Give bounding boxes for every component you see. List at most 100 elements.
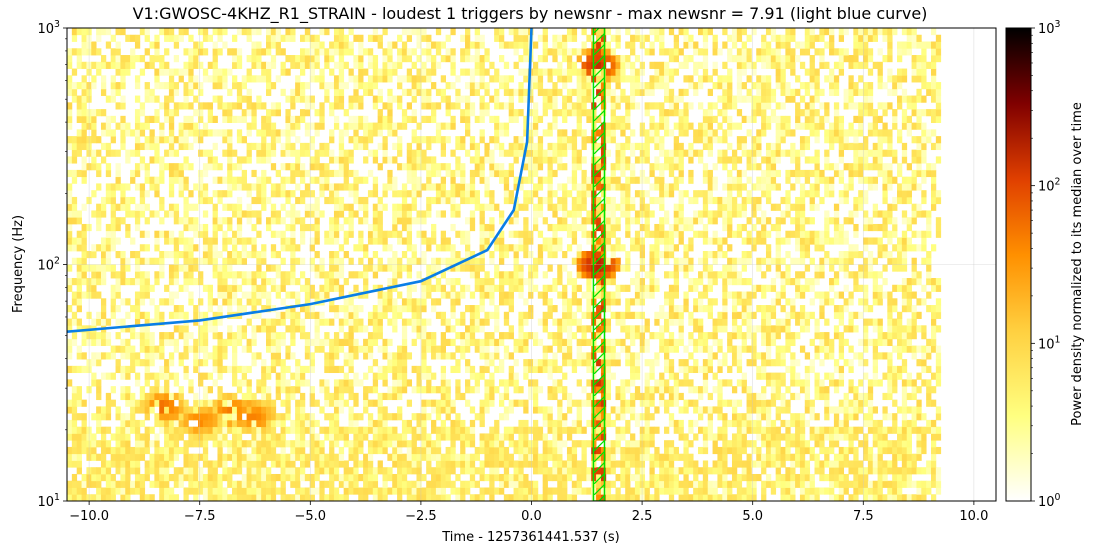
spectrogram-cell <box>921 487 927 495</box>
spectrogram-cell <box>838 230 845 238</box>
spectrogram-cell <box>309 359 315 367</box>
spectrogram-cell <box>537 359 544 367</box>
spectrogram-cell <box>765 217 772 225</box>
spectrogram-cell <box>819 446 825 455</box>
spectrogram-cell <box>227 480 233 488</box>
spectrogram-cell <box>649 372 655 380</box>
spectrogram-cell <box>435 399 442 407</box>
spectrogram-cell <box>280 318 286 326</box>
spectrogram-cell <box>266 386 272 394</box>
spectrogram-cell <box>329 365 335 374</box>
spectrogram-cell <box>489 379 495 387</box>
spectrogram-cell <box>518 318 524 326</box>
spectrogram-cell <box>586 473 592 482</box>
spectrogram-cell <box>256 413 262 421</box>
spectrogram-cell <box>134 217 141 225</box>
spectrogram-cell <box>266 291 272 299</box>
spectrogram-cell <box>367 426 374 434</box>
spectrogram-cell <box>139 278 146 286</box>
spectrogram-cell <box>435 413 442 421</box>
spectrogram-cell <box>275 487 281 495</box>
spectrogram-cell <box>353 271 359 279</box>
spectrogram-cell <box>906 494 912 501</box>
spectrogram-cell <box>668 480 675 488</box>
spectrogram-cell <box>81 332 87 340</box>
spectrogram-cell <box>290 223 296 232</box>
spectrogram-cell <box>343 230 349 238</box>
spectrogram-cell <box>222 440 228 448</box>
spectrogram-cell <box>261 487 267 495</box>
spectrogram-cell <box>367 365 374 374</box>
spectrogram-cell <box>542 271 548 279</box>
spectrogram-cell <box>173 473 180 482</box>
spectrogram-cell <box>581 223 587 232</box>
spectrogram-cell <box>513 372 519 380</box>
spectrogram-cell <box>916 278 922 286</box>
spectrogram-cell <box>901 379 908 387</box>
spectrogram-cell <box>693 386 699 394</box>
spectrogram-cell <box>120 278 126 286</box>
spectrogram-cell <box>872 406 878 414</box>
spectrogram-cell <box>426 399 432 407</box>
spectrogram-cell <box>916 413 922 421</box>
spectrogram-cell <box>863 419 869 428</box>
spectrogram-cell <box>935 325 942 333</box>
spectrogram-cell <box>678 237 684 245</box>
spectrogram-cell <box>67 230 73 238</box>
spectrogram-cell <box>401 426 408 434</box>
spectrogram-cell <box>232 237 238 245</box>
spectrogram-cell <box>838 473 845 482</box>
spectrogram-cell <box>537 291 544 299</box>
spectrogram-cell <box>193 426 199 434</box>
spectrogram-cell <box>610 298 616 306</box>
spectrogram-cell <box>508 332 514 340</box>
spectrogram-cell <box>727 494 733 501</box>
spectrogram-cell <box>382 305 388 313</box>
spectrogram-cell <box>809 298 815 306</box>
spectrogram-cell <box>668 372 675 380</box>
spectrogram-cell <box>892 446 898 455</box>
spectrogram-cell <box>465 284 471 292</box>
spectrogram-cell <box>634 372 641 380</box>
spectrogram-cell <box>130 426 136 434</box>
spectrogram-cell <box>780 399 786 407</box>
spectrogram-cell <box>625 257 631 265</box>
spectrogram-cell <box>314 338 320 346</box>
spectrogram-cell <box>882 406 888 414</box>
spectrogram-cell <box>542 433 548 441</box>
spectrogram-cell <box>615 446 621 455</box>
spectrogram-cell <box>465 440 471 448</box>
spectrogram-cell <box>494 244 500 252</box>
spectrogram-cell <box>227 473 233 482</box>
spectrogram-cell <box>911 406 917 414</box>
spectrogram-cell <box>562 210 568 218</box>
spectrogram-cell <box>236 332 243 340</box>
spectrogram-cell <box>712 237 718 245</box>
spectrogram-cell <box>406 318 413 326</box>
spectrogram-cell <box>644 210 650 218</box>
spectrogram-cell <box>382 291 388 299</box>
spectrogram-cell <box>843 217 849 225</box>
spectrogram-cell <box>654 257 660 265</box>
spectrogram-cell <box>867 494 874 501</box>
spectrogram-cell <box>168 298 175 306</box>
spectrogram-cell <box>809 230 815 238</box>
spectrogram-cell <box>115 359 121 367</box>
spectrogram-cell <box>198 278 204 286</box>
spectrogram-cell <box>513 359 519 367</box>
spectrogram-cell <box>867 386 874 394</box>
spectrogram-cell <box>698 338 704 346</box>
spectrogram-cell <box>304 494 311 501</box>
spectrogram-cell <box>377 446 383 455</box>
spectrogram-cell <box>193 264 199 272</box>
spectrogram-cell <box>251 298 257 306</box>
spectrogram-cell <box>829 379 835 387</box>
spectrogram-cell <box>392 413 398 421</box>
spectrogram-cell <box>489 473 495 482</box>
spectrogram-cell <box>96 453 102 461</box>
spectrogram-cell <box>120 419 126 428</box>
spectrogram-cell <box>775 406 781 414</box>
spectrogram-cell <box>814 379 820 387</box>
spectrogram-cell <box>314 264 320 272</box>
spectrogram-cell <box>765 311 772 319</box>
